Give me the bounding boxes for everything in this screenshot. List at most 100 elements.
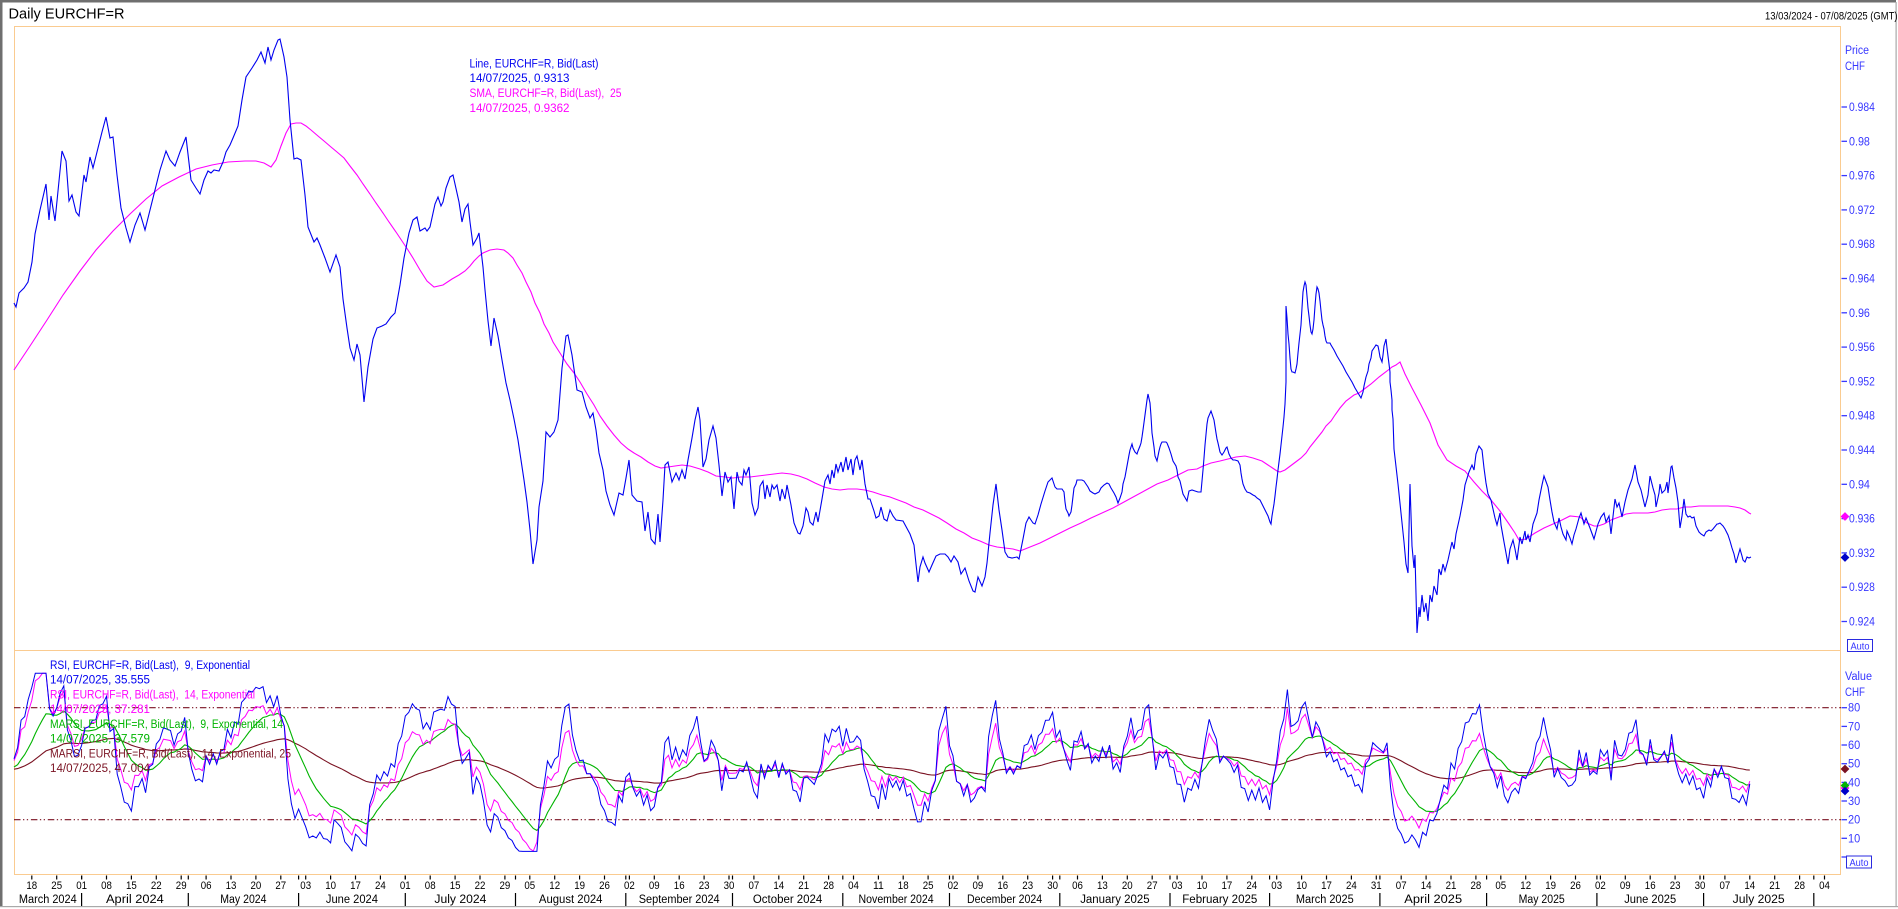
svg-text:Value: Value — [1845, 671, 1872, 683]
svg-text:August 2024: August 2024 — [539, 894, 603, 906]
svg-text:July 2024: July 2024 — [434, 894, 487, 906]
svg-text:RSI, EURCHF=R, Bid(Last), 9,: RSI, EURCHF=R, Bid(Last), 9, Exponential — [50, 660, 250, 672]
svg-text:29: 29 — [176, 880, 187, 892]
svg-text:14: 14 — [1421, 880, 1432, 892]
svg-text:0.96: 0.96 — [1849, 308, 1870, 320]
svg-text:28: 28 — [1471, 880, 1482, 892]
svg-text:25: 25 — [923, 880, 934, 892]
svg-text:14: 14 — [1744, 880, 1755, 892]
svg-text:0.956: 0.956 — [1849, 342, 1875, 354]
svg-text:29: 29 — [500, 880, 511, 892]
svg-text:RSI, EURCHF=R, Bid(Last), 14,: RSI, EURCHF=R, Bid(Last), 14, Exponentia… — [50, 689, 255, 701]
svg-text:0.928: 0.928 — [1849, 582, 1875, 594]
svg-text:14/07/2025, 37.281: 14/07/2025, 37.281 — [50, 704, 150, 716]
svg-text:06: 06 — [1072, 880, 1083, 892]
svg-text:21: 21 — [798, 880, 809, 892]
svg-text:02: 02 — [624, 880, 635, 892]
svg-text:October 2024: October 2024 — [753, 894, 823, 906]
svg-text:07: 07 — [749, 880, 760, 892]
svg-text:08: 08 — [101, 880, 112, 892]
svg-text:11: 11 — [873, 880, 884, 892]
svg-text:30: 30 — [1695, 880, 1706, 892]
svg-text:0.948: 0.948 — [1849, 411, 1875, 423]
svg-text:May 2025: May 2025 — [1519, 894, 1565, 906]
svg-text:March 2024: March 2024 — [19, 894, 77, 906]
svg-text:17: 17 — [1222, 880, 1233, 892]
svg-text:03: 03 — [1271, 880, 1282, 892]
svg-text:November 2024: November 2024 — [859, 894, 935, 906]
svg-text:18: 18 — [26, 880, 37, 892]
svg-text:20: 20 — [1122, 880, 1133, 892]
svg-text:January 2025: January 2025 — [1080, 894, 1149, 906]
svg-text:10: 10 — [325, 880, 336, 892]
svg-text:01: 01 — [400, 880, 411, 892]
svg-text:SMA, EURCHF=R, Bid(Last), 25: SMA, EURCHF=R, Bid(Last), 25 — [470, 88, 622, 100]
svg-text:MARSI, EURCHF=R, Bid(Last), 9: MARSI, EURCHF=R, Bid(Last), 9, Exponenti… — [50, 719, 284, 731]
svg-text:September 2024: September 2024 — [639, 894, 720, 906]
svg-text:28: 28 — [823, 880, 834, 892]
svg-text:June 2025: June 2025 — [1624, 894, 1676, 906]
svg-text:March 2025: March 2025 — [1296, 894, 1354, 906]
svg-text:April 2025: April 2025 — [1404, 894, 1462, 906]
svg-text:23: 23 — [1670, 880, 1681, 892]
svg-text:23: 23 — [1022, 880, 1033, 892]
svg-text:27: 27 — [1147, 880, 1158, 892]
svg-text:16: 16 — [1645, 880, 1656, 892]
svg-text:December 2024: December 2024 — [967, 894, 1043, 906]
svg-text:13: 13 — [1097, 880, 1108, 892]
svg-text:14/07/2025, 35.555: 14/07/2025, 35.555 — [50, 675, 150, 687]
svg-text:40: 40 — [1848, 777, 1860, 789]
svg-text:0.932: 0.932 — [1849, 548, 1875, 560]
svg-text:12: 12 — [1520, 880, 1531, 892]
svg-text:03: 03 — [300, 880, 311, 892]
svg-text:July 2025: July 2025 — [1733, 894, 1785, 906]
svg-text:14/07/2025, 0.9313: 14/07/2025, 0.9313 — [470, 73, 570, 85]
svg-text:0.924: 0.924 — [1849, 617, 1875, 629]
svg-text:20: 20 — [251, 880, 262, 892]
svg-text:50: 50 — [1848, 759, 1860, 771]
svg-text:17: 17 — [350, 880, 361, 892]
svg-text:0.944: 0.944 — [1849, 445, 1875, 457]
svg-text:19: 19 — [1545, 880, 1556, 892]
svg-text:MARSI, EURCHF=R, Bid(Last), 1: MARSI, EURCHF=R, Bid(Last), 14, Exponent… — [50, 748, 291, 760]
svg-text:Price: Price — [1845, 45, 1869, 57]
svg-text:21: 21 — [1446, 880, 1457, 892]
svg-text:07: 07 — [1720, 880, 1731, 892]
svg-text:15: 15 — [450, 880, 461, 892]
svg-text:14: 14 — [773, 880, 784, 892]
svg-text:Auto: Auto — [1850, 857, 1869, 869]
svg-text:02: 02 — [948, 880, 959, 892]
svg-text:Daily EURCHF=R: Daily EURCHF=R — [9, 6, 125, 23]
svg-text:31: 31 — [1371, 880, 1382, 892]
svg-text:14/07/2025, 0.9362: 14/07/2025, 0.9362 — [470, 103, 570, 115]
svg-text:CHF: CHF — [1845, 61, 1865, 73]
svg-text:0.984: 0.984 — [1849, 102, 1875, 114]
svg-text:June 2024: June 2024 — [326, 894, 379, 906]
svg-text:15: 15 — [126, 880, 137, 892]
svg-text:17: 17 — [1321, 880, 1332, 892]
svg-text:08: 08 — [425, 880, 436, 892]
svg-text:60: 60 — [1848, 740, 1860, 752]
svg-text:13: 13 — [226, 880, 237, 892]
svg-text:0.98: 0.98 — [1849, 136, 1870, 148]
svg-text:Line, EURCHF=R, Bid(Last): Line, EURCHF=R, Bid(Last) — [470, 59, 599, 71]
svg-text:February 2025: February 2025 — [1182, 894, 1257, 906]
svg-text:12: 12 — [549, 880, 560, 892]
svg-text:27: 27 — [275, 880, 286, 892]
svg-text:0.968: 0.968 — [1849, 239, 1875, 251]
svg-text:04: 04 — [848, 880, 859, 892]
svg-text:19: 19 — [574, 880, 585, 892]
svg-text:16: 16 — [997, 880, 1008, 892]
svg-text:70: 70 — [1848, 721, 1860, 733]
svg-text:18: 18 — [898, 880, 909, 892]
svg-text:04: 04 — [1819, 880, 1830, 892]
svg-text:26: 26 — [1570, 880, 1581, 892]
svg-text:23: 23 — [699, 880, 710, 892]
svg-text:0.94: 0.94 — [1849, 479, 1870, 491]
svg-text:80: 80 — [1848, 703, 1860, 715]
svg-text:10: 10 — [1296, 880, 1307, 892]
svg-text:0.952: 0.952 — [1849, 376, 1875, 388]
svg-text:09: 09 — [1620, 880, 1631, 892]
svg-text:16: 16 — [674, 880, 685, 892]
svg-text:10: 10 — [1197, 880, 1208, 892]
